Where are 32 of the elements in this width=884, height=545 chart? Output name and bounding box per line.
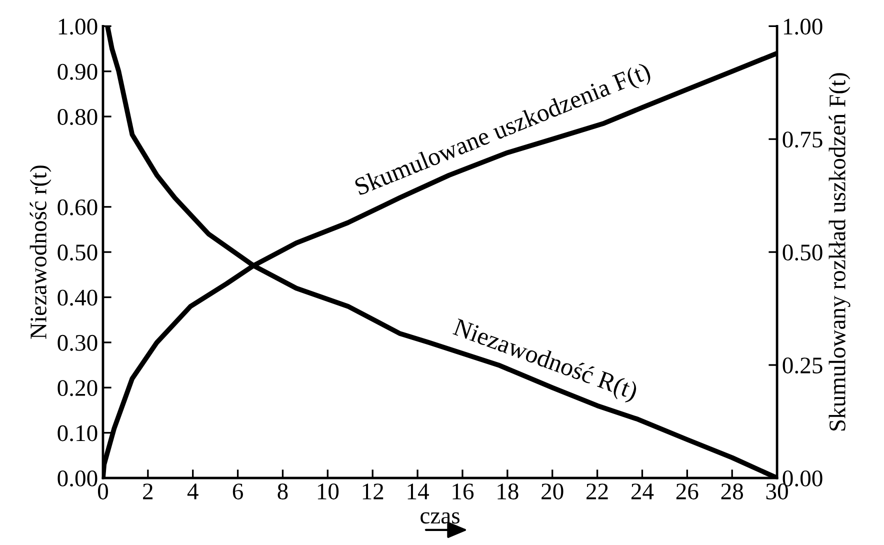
y-tick-label: 0.50 <box>58 244 98 261</box>
x-tick-label: 10 <box>318 484 339 500</box>
y-tick-label: 0.90 <box>58 64 98 80</box>
x-tick-label: 22 <box>586 484 608 500</box>
y-tick-label: 0.80 <box>58 109 98 126</box>
y2-tick-label: 0.75 <box>782 132 822 148</box>
y-tick-label: 0.20 <box>58 380 98 396</box>
y2-tick-label: 0.50 <box>782 244 822 261</box>
y-tick-label: 0.10 <box>58 425 98 442</box>
x-tick-label: 24 <box>631 484 654 500</box>
x-tick-label: 0 <box>98 484 108 500</box>
x-tick-label: 6 <box>232 484 243 500</box>
x-tick-label: 2 <box>143 484 153 500</box>
y-tick-label: 0.40 <box>58 290 98 306</box>
x-tick-label: 12 <box>362 484 384 500</box>
y-tick-label: 1.00 <box>58 18 98 35</box>
x-tick-label: 20 <box>542 484 564 500</box>
x-tick-label: 18 <box>498 484 518 500</box>
x-tick-label: 16 <box>452 484 474 500</box>
y-tick-label: 0.30 <box>58 334 98 351</box>
y2-axis-title: Skumulowany rozkład uszkodzeń F(t) <box>828 73 850 430</box>
x-tick-label: 26 <box>676 484 698 500</box>
x-tick-label: 4 <box>187 484 198 500</box>
y2-tick-label: 0.25 <box>782 358 822 374</box>
y-tick-label: 0.60 <box>58 199 98 216</box>
x-axis-title: czas <box>420 512 460 524</box>
x-tick-label: 14 <box>408 484 429 500</box>
x-tick-label: 28 <box>721 484 744 500</box>
y2-tick-label: 1.00 <box>784 18 822 35</box>
x-tick-label: 8 <box>278 484 288 500</box>
y-tick-label: 0.00 <box>58 470 98 486</box>
y-axis-title: Niezawodność r(t) <box>30 166 52 339</box>
